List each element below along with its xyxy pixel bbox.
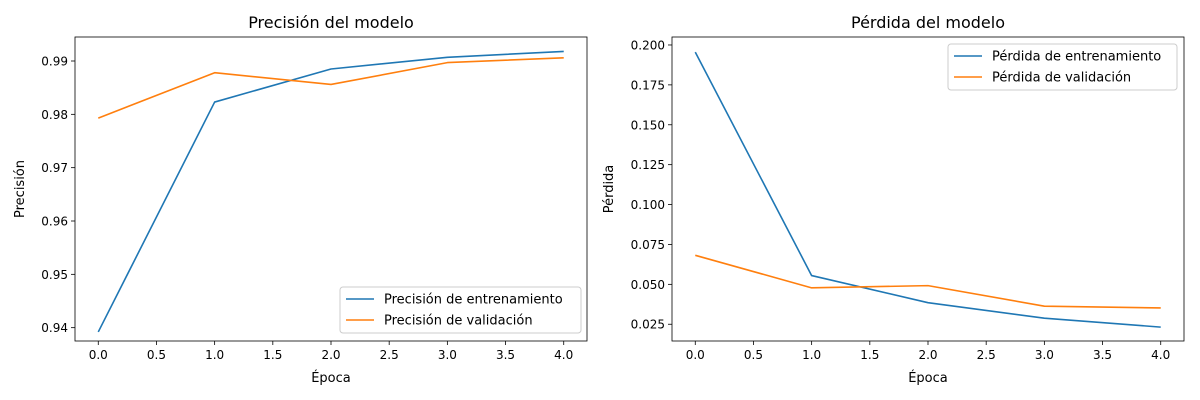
legend: Precisión de entrenamiento Precisión de v… — [339, 286, 582, 334]
y-tick-label: 0.175 — [631, 78, 665, 92]
x-tick-label: 1.0 — [802, 348, 821, 362]
x-tick-label: 0.0 — [686, 348, 705, 362]
y-axis-label: Precisión — [13, 160, 28, 218]
chart-1: Precisión del modelo 0.0 0.5 1.0 1.5 2.0 2.5 3.… — [13, 13, 588, 386]
x-tick-label: 2.5 — [380, 348, 399, 362]
y-tick-label: 0.025 — [631, 318, 665, 332]
legend-label: Pérdida de validación — [992, 71, 1131, 86]
x-axis-label: Época — [908, 370, 948, 386]
legend-box — [947, 43, 1178, 91]
chart-2: Pérdida del modelo 0.0 0.5 1.0 1.5 2.0 2.5 3.0 3… — [602, 13, 1185, 386]
x-tick-label: 2.0 — [918, 348, 937, 362]
axes-frame — [671, 36, 1185, 342]
y-tick-label: 0.98 — [41, 108, 68, 122]
legend-label: Precisión de entrenamiento — [384, 293, 563, 308]
x-tick-label: 1.5 — [263, 348, 282, 362]
chart-title: Pérdida del modelo — [851, 13, 1005, 32]
x-tick-label: 0.5 — [147, 348, 166, 362]
x-tick-label: 1.0 — [205, 348, 224, 362]
x-tick-label: 0.0 — [89, 348, 108, 362]
axes-frame — [74, 36, 588, 342]
legend-label: Precisión de validación — [384, 314, 533, 329]
y-tick-label: 0.050 — [631, 278, 665, 292]
x-tick-label: 4.0 — [1151, 348, 1170, 362]
x-tick-label: 2.5 — [977, 348, 996, 362]
legend-box — [339, 286, 582, 334]
y-tick-label: 0.075 — [631, 238, 665, 252]
x-tick-label: 3.0 — [438, 348, 457, 362]
x-tick-label: 4.0 — [554, 348, 573, 362]
x-tick-label: 1.5 — [860, 348, 879, 362]
y-tick-label: 0.150 — [631, 118, 665, 132]
y-tick-label: 0.97 — [41, 161, 68, 175]
series-line-2 — [97, 57, 564, 119]
y-axis-label: Pérdida — [602, 165, 617, 214]
x-tick-label: 3.5 — [496, 348, 515, 362]
series-line-2 — [695, 254, 1161, 309]
x-tick-label: 3.5 — [1093, 348, 1112, 362]
x-tick-label: 3.0 — [1035, 348, 1054, 362]
legend: Pérdida de entrenamiento Pérdida de valid… — [947, 43, 1178, 91]
x-tick-label: 2.0 — [321, 348, 340, 362]
y-tick-label: 0.95 — [41, 268, 68, 282]
series-line-1 — [97, 50, 564, 333]
y-tick-label: 0.200 — [631, 38, 665, 52]
y-tick-label: 0.96 — [41, 215, 68, 229]
x-axis-label: Época — [311, 370, 351, 386]
series-line-1 — [694, 51, 1161, 328]
chart-title: Precisión del modelo — [248, 13, 414, 32]
y-tick-label: 0.94 — [41, 321, 68, 335]
y-tick-label: 0.125 — [631, 158, 665, 172]
y-tick-label: 0.99 — [41, 55, 68, 69]
legend-label: Pérdida de entrenamiento — [992, 50, 1161, 65]
x-tick-label: 0.5 — [744, 348, 763, 362]
y-tick-label: 0.100 — [631, 198, 665, 212]
